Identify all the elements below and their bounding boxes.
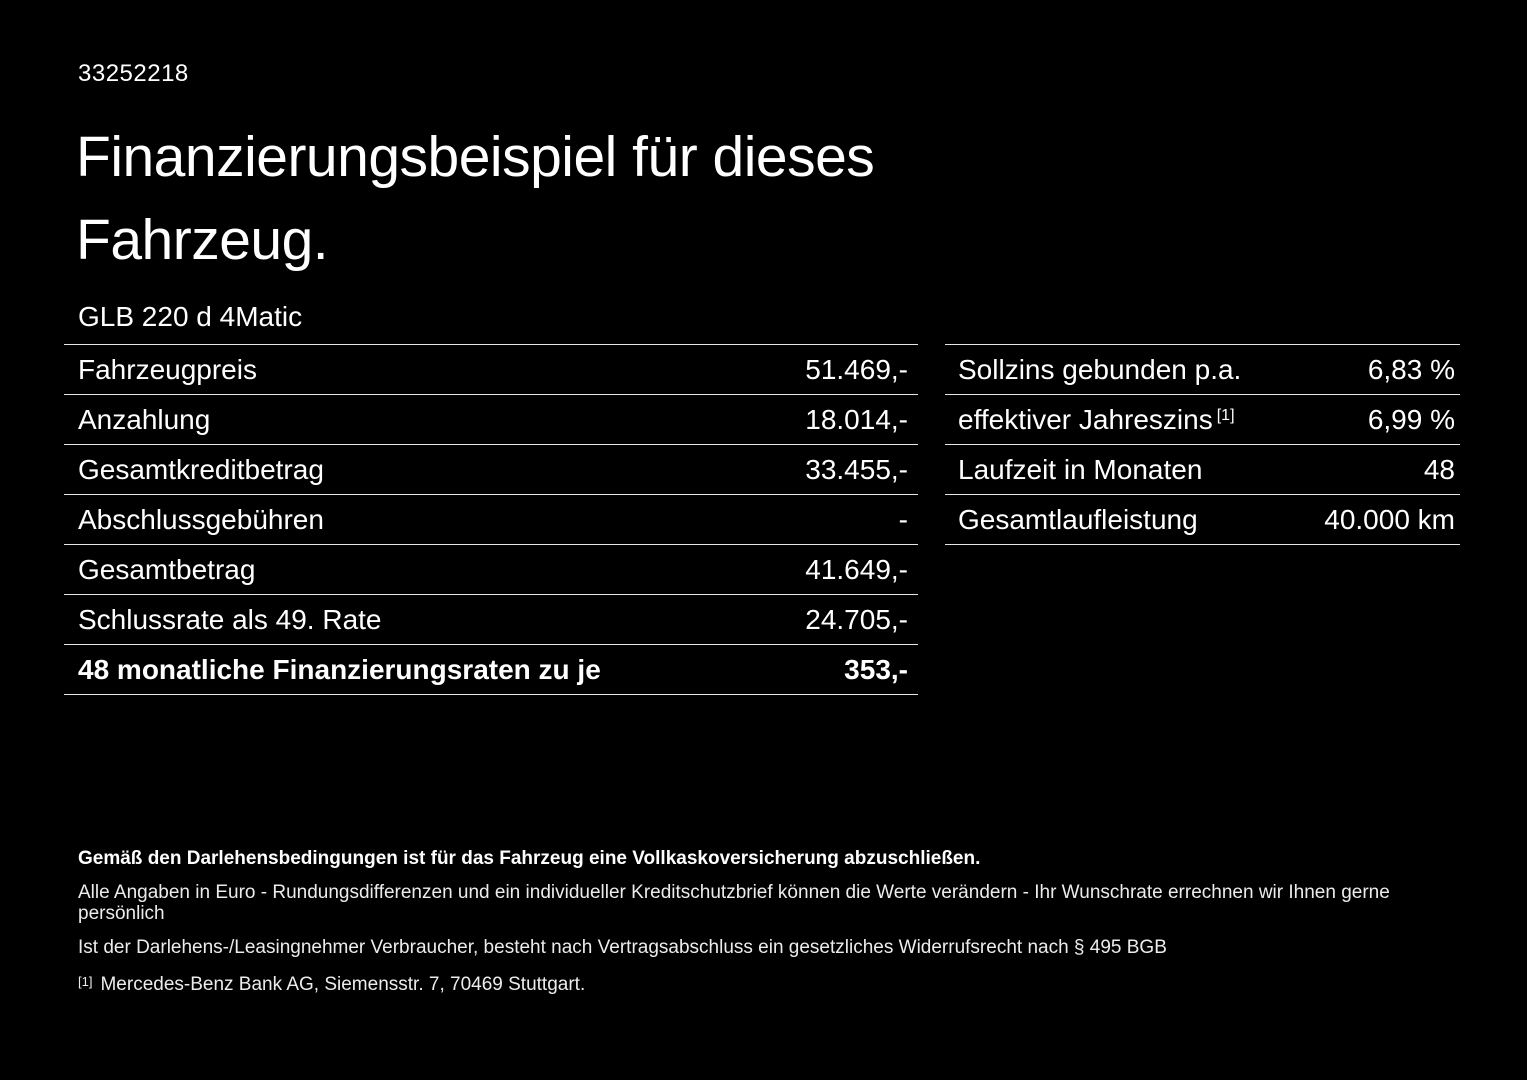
vehicle-model: GLB 220 d 4Matic (78, 301, 303, 332)
table-row-abschlussgebuehren: Abschlussgebühren - (64, 494, 918, 544)
footnote-reference-marker: [1] (78, 974, 93, 989)
row-value: 24.705,- (805, 603, 908, 635)
row-label: 48 monatliche Finanzierungsraten zu je (78, 653, 601, 685)
row-label: Gesamtlaufleistung (958, 503, 1198, 535)
row-label: Sollzins gebunden p.a. (958, 353, 1242, 385)
table-row-laufzeit: Laufzeit in Monaten 48 (945, 444, 1460, 494)
row-label: Abschlussgebühren (78, 503, 324, 535)
footnote-line-1: Alle Angaben in Euro - Rundungsdifferenz… (78, 882, 1390, 924)
conditions-table: Sollzins gebunden p.a. 6,83 % effektiver… (945, 344, 1460, 545)
row-label: effektiver Jahreszins [1] (958, 404, 1235, 436)
table-row-fahrzeugpreis: Fahrzeugpreis 51.469,- (64, 344, 918, 394)
table-row-sollzins: Sollzins gebunden p.a. 6,83 % (945, 344, 1460, 394)
footnote-reference: [1] Mercedes-Benz Bank AG, Siemensstr. 7,… (78, 971, 1457, 995)
row-value: 40.000 km (1324, 503, 1455, 535)
row-value: 41.649,- (805, 553, 908, 585)
row-value: 18.014,- (805, 403, 908, 435)
page-title-line-2: Fahrzeug. (76, 208, 329, 272)
footnote-line-2: Ist der Darlehens-/Leasingnehmer Verbrau… (78, 937, 1167, 958)
table-row-monatsrate: 48 monatliche Finanzierungsraten zu je 3… (64, 644, 918, 694)
row-label: Schlussrate als 49. Rate (78, 603, 382, 635)
row-label-text: effektiver Jahreszins (958, 403, 1213, 435)
row-value: 51.469,- (805, 353, 908, 385)
row-value: 6,83 % (1367, 353, 1455, 385)
table-row-anzahlung: Anzahlung 18.014,- (64, 394, 918, 444)
table-row-schlussrate: Schlussrate als 49. Rate 24.705,- (64, 594, 918, 644)
row-value: 33.455,- (805, 453, 908, 485)
row-label: Gesamtbetrag (78, 553, 256, 585)
row-label: Gesamtkreditbetrag (78, 453, 324, 485)
row-value: 48 (1423, 453, 1455, 485)
document-id: 33252218 (78, 60, 189, 87)
financing-table: Fahrzeugpreis 51.469,- Anzahlung 18.014,… (64, 344, 918, 695)
row-value: 6,99 % (1367, 403, 1455, 435)
table-row-gesamtkreditbetrag: Gesamtkreditbetrag 33.455,- (64, 444, 918, 494)
table-row-gesamtlaufleistung: Gesamtlaufleistung 40.000 km (945, 494, 1460, 544)
insurance-note: Gemäß den Darlehensbedingungen ist für d… (78, 848, 981, 869)
row-value: 353,- (844, 653, 908, 685)
row-value: - (898, 503, 908, 535)
page-title-line-1: Finanzierungsbeispiel für dieses (76, 125, 875, 189)
table-row-effektiver-jahreszins: effektiver Jahreszins [1] 6,99 % (945, 394, 1460, 444)
row-label: Fahrzeugpreis (78, 353, 257, 385)
table-row-gesamtbetrag: Gesamtbetrag 41.649,- (64, 544, 918, 594)
footnotes: Gemäß den Darlehensbedingungen ist für d… (78, 848, 1457, 1008)
footnote-reference-text: Mercedes-Benz Bank AG, Siemensstr. 7, 70… (100, 974, 586, 995)
row-label: Anzahlung (78, 403, 211, 435)
row-label: Laufzeit in Monaten (958, 453, 1203, 485)
page-title: Finanzierungsbeispiel für dieses Fahrzeu… (76, 116, 875, 282)
footnote-marker: [1] (1216, 406, 1235, 424)
